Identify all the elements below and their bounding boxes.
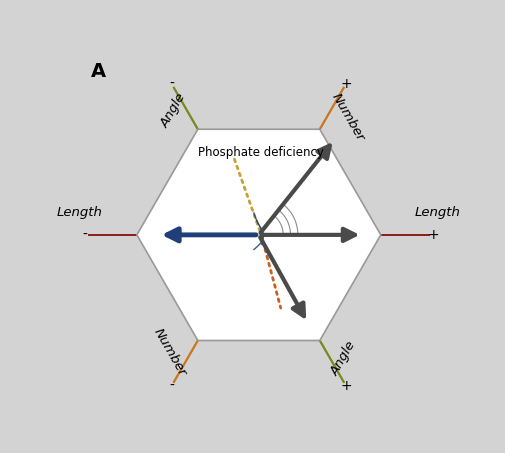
- Polygon shape: [137, 129, 381, 341]
- Text: -: -: [169, 77, 174, 91]
- Text: Number: Number: [151, 326, 189, 378]
- Text: +: +: [340, 77, 352, 91]
- Text: Length: Length: [415, 206, 461, 219]
- Text: Number: Number: [329, 92, 367, 144]
- Text: -: -: [82, 228, 87, 242]
- Text: Phosphate deficiency: Phosphate deficiency: [198, 146, 324, 159]
- Text: Length: Length: [57, 206, 103, 219]
- Text: Angle: Angle: [159, 92, 189, 130]
- Text: +: +: [340, 379, 352, 393]
- Text: Angle: Angle: [329, 339, 359, 378]
- Text: -: -: [169, 379, 174, 393]
- Text: +: +: [427, 228, 439, 242]
- Text: A: A: [90, 62, 106, 81]
